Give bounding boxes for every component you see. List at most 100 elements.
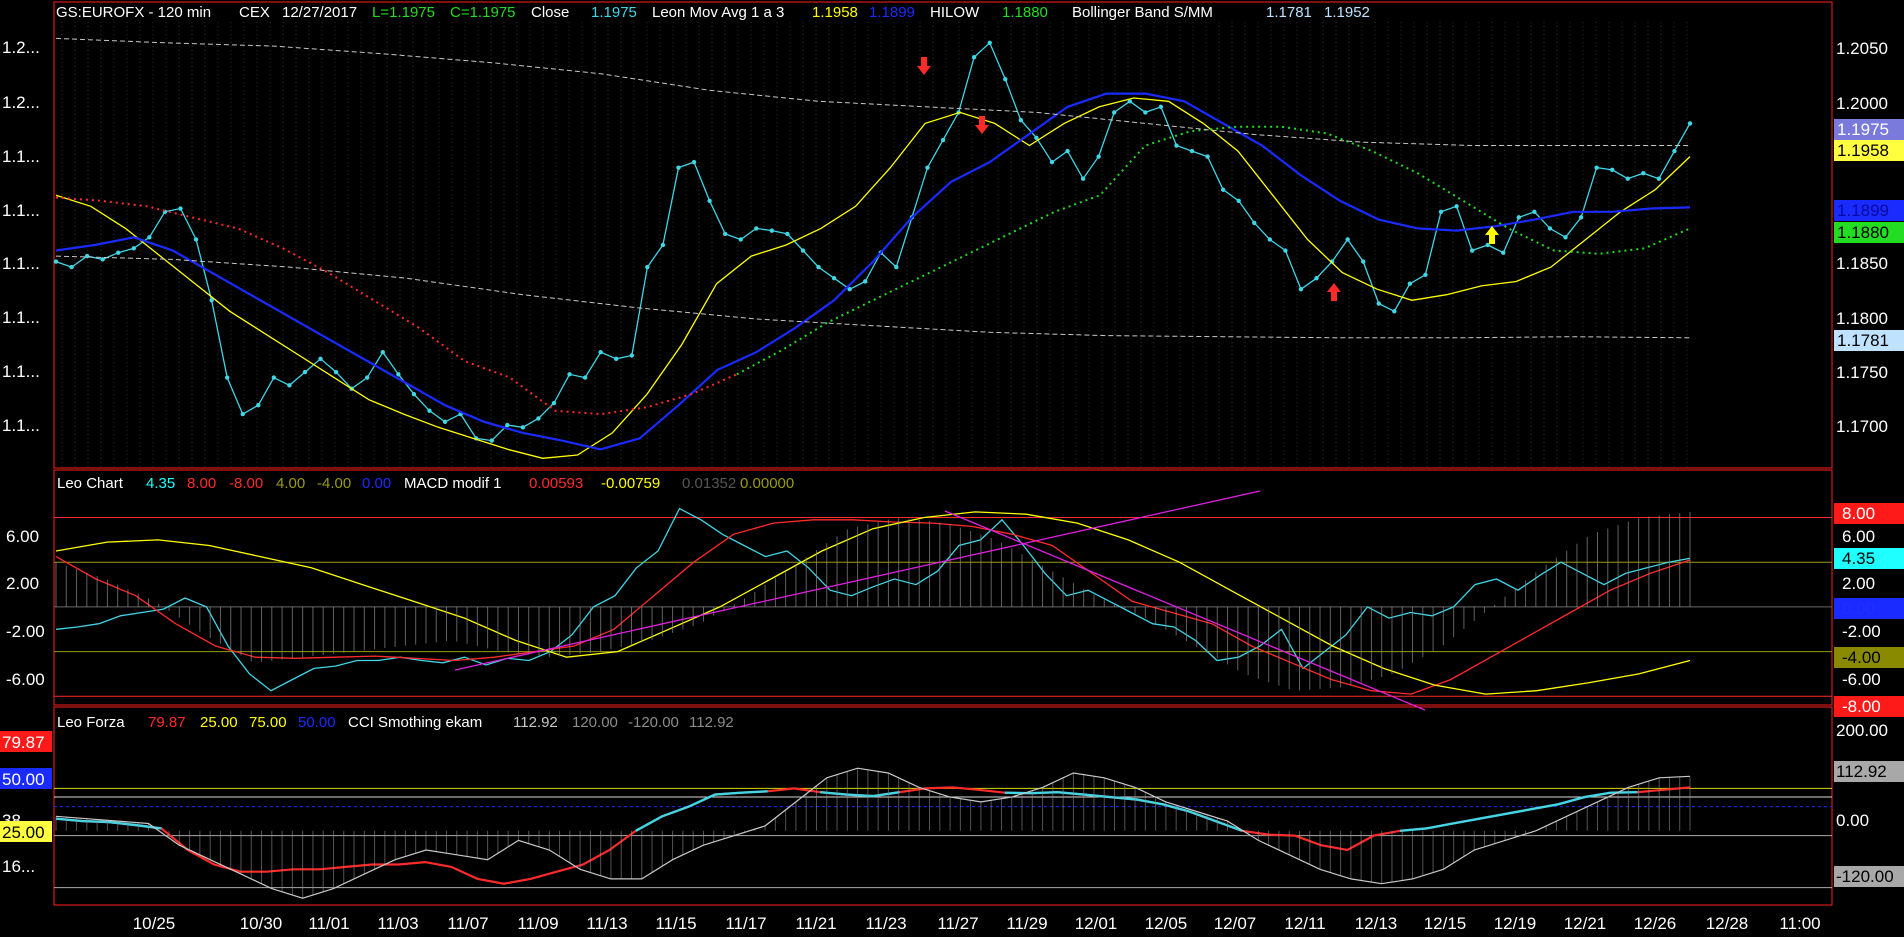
header-bb-v2: 1.1952	[1324, 4, 1370, 21]
price-point	[582, 375, 588, 380]
x-tick-label: 12/01	[1075, 914, 1118, 933]
price-point	[1236, 198, 1241, 203]
price-point	[800, 248, 806, 253]
osc-value-6: 0.00	[362, 475, 391, 492]
price-point	[116, 250, 121, 255]
x-tick-label: 11/15	[655, 914, 696, 933]
osc-value-4: 4.00	[276, 475, 305, 492]
up-arrow-icon	[1485, 226, 1499, 244]
price-point	[1594, 165, 1599, 170]
right-forza-badge	[1834, 761, 1904, 782]
right-osc-badge	[1834, 548, 1904, 569]
series-close	[55, 41, 1691, 442]
x-tick-label: 11/29	[1006, 914, 1047, 933]
x-tick-label: 11/27	[937, 914, 978, 933]
x-axis-labels: 10/25 10/30 11/01 11/03 11/07 11/09 11/13 11/15…	[133, 914, 1821, 933]
price-point	[1469, 248, 1475, 253]
right-forza-badge-text: 112.92	[1836, 762, 1887, 781]
right-osc-tick: -2.00	[1842, 622, 1881, 641]
oscillator-series	[54, 490, 1832, 711]
x-tick-label: 12/05	[1145, 914, 1188, 933]
up-arrow-icon	[1327, 283, 1341, 301]
price-point	[442, 419, 448, 424]
x-tick-label: 10/30	[240, 914, 283, 933]
price-point	[1501, 250, 1506, 255]
cci-value-1: 112.92	[513, 714, 558, 731]
price-point	[1672, 148, 1677, 154]
hilow-green-line	[736, 125, 1691, 376]
right-forza-tick: 200.00	[1836, 721, 1888, 740]
x-tick-label: 11/13	[586, 914, 627, 933]
right-price-badge	[1834, 330, 1904, 351]
right-axis-labels: 1.2050 1.2000 1.1850 1.1800 1.1750 1.1700 1.19…	[1834, 39, 1904, 887]
price-point	[1298, 287, 1304, 292]
macd-value-3: 0.01352	[682, 475, 736, 492]
price-point	[863, 279, 868, 284]
left-forza-tick: 16...	[2, 857, 35, 876]
price-point	[84, 253, 90, 259]
price-point	[178, 206, 183, 211]
price-point	[1578, 215, 1584, 220]
left-price-tick: 1.1...	[2, 147, 40, 166]
cci-value-3: -120.00	[628, 714, 679, 731]
trendline-up	[454, 490, 1261, 671]
right-osc-tick: -6.00	[1842, 670, 1881, 689]
right-price-tick: 1.2050	[1836, 39, 1888, 58]
price-point	[147, 235, 152, 240]
right-price-badge	[1834, 119, 1904, 140]
header-hilow-value: 1.1880	[1002, 4, 1048, 21]
right-osc-badge	[1834, 647, 1904, 668]
macd-value-4: 0.00000	[740, 475, 794, 492]
price-point	[1609, 167, 1615, 173]
right-price-badge	[1834, 200, 1904, 221]
price-point	[847, 287, 852, 292]
price-point	[1641, 170, 1646, 176]
x-tick-label: 12/07	[1214, 914, 1257, 933]
price-point	[69, 264, 74, 270]
series-leon-2	[55, 92, 1691, 451]
header-bb-label: Bollinger Band S/MM	[1072, 4, 1213, 21]
forza-panel-frame	[53, 706, 1833, 906]
price-point	[769, 228, 775, 233]
price-point	[1049, 159, 1055, 165]
price-point	[1112, 110, 1117, 115]
price-point	[1205, 154, 1210, 159]
right-forza-tick: 0.00	[1836, 811, 1869, 830]
forza-series	[54, 767, 1832, 899]
trendline-down	[944, 510, 1426, 711]
x-tick-label: 12/11	[1284, 914, 1325, 933]
header-date: 12/27/2017	[282, 4, 357, 21]
left-price-tick: 1.1...	[2, 416, 40, 435]
price-point	[318, 356, 323, 362]
right-price-badge-text: 1.1880	[1837, 223, 1889, 242]
left-price-tick: 1.1...	[2, 254, 40, 273]
left-axis-labels: 1.2... 1.2... 1.1... 1.1... 1.1... 1.1... 1.1.…	[0, 38, 52, 876]
x-tick-label: 11:00	[1779, 914, 1820, 933]
down-arrow-icon	[917, 57, 931, 75]
header-bb-v1: 1.1781	[1266, 4, 1312, 21]
price-point	[193, 237, 199, 242]
price-point	[660, 242, 666, 248]
price-point	[1516, 215, 1522, 220]
price-point	[1174, 143, 1179, 148]
price-point	[1547, 226, 1553, 231]
price-point	[831, 275, 837, 281]
header-leon-v1: 1.1958	[812, 4, 858, 21]
price-point	[1252, 220, 1257, 226]
left-forza-tick: 50.00	[2, 770, 45, 789]
price-point	[224, 375, 230, 380]
header-low: L=1.1975	[372, 4, 435, 21]
left-price-tick: 1.1...	[2, 201, 40, 220]
osc-panel-frame	[53, 469, 1833, 706]
price-point	[645, 264, 650, 270]
price-point	[707, 198, 712, 203]
forza-value-3: 75.00	[249, 714, 287, 731]
right-price-tick: 1.1750	[1836, 363, 1888, 382]
price-point	[754, 226, 759, 231]
right-price-badge-text: 1.1899	[1837, 201, 1889, 220]
down-arrow-icon	[975, 116, 989, 134]
forza-value-4: 50.00	[298, 714, 336, 731]
price-point	[505, 422, 510, 428]
price-point	[411, 391, 417, 397]
